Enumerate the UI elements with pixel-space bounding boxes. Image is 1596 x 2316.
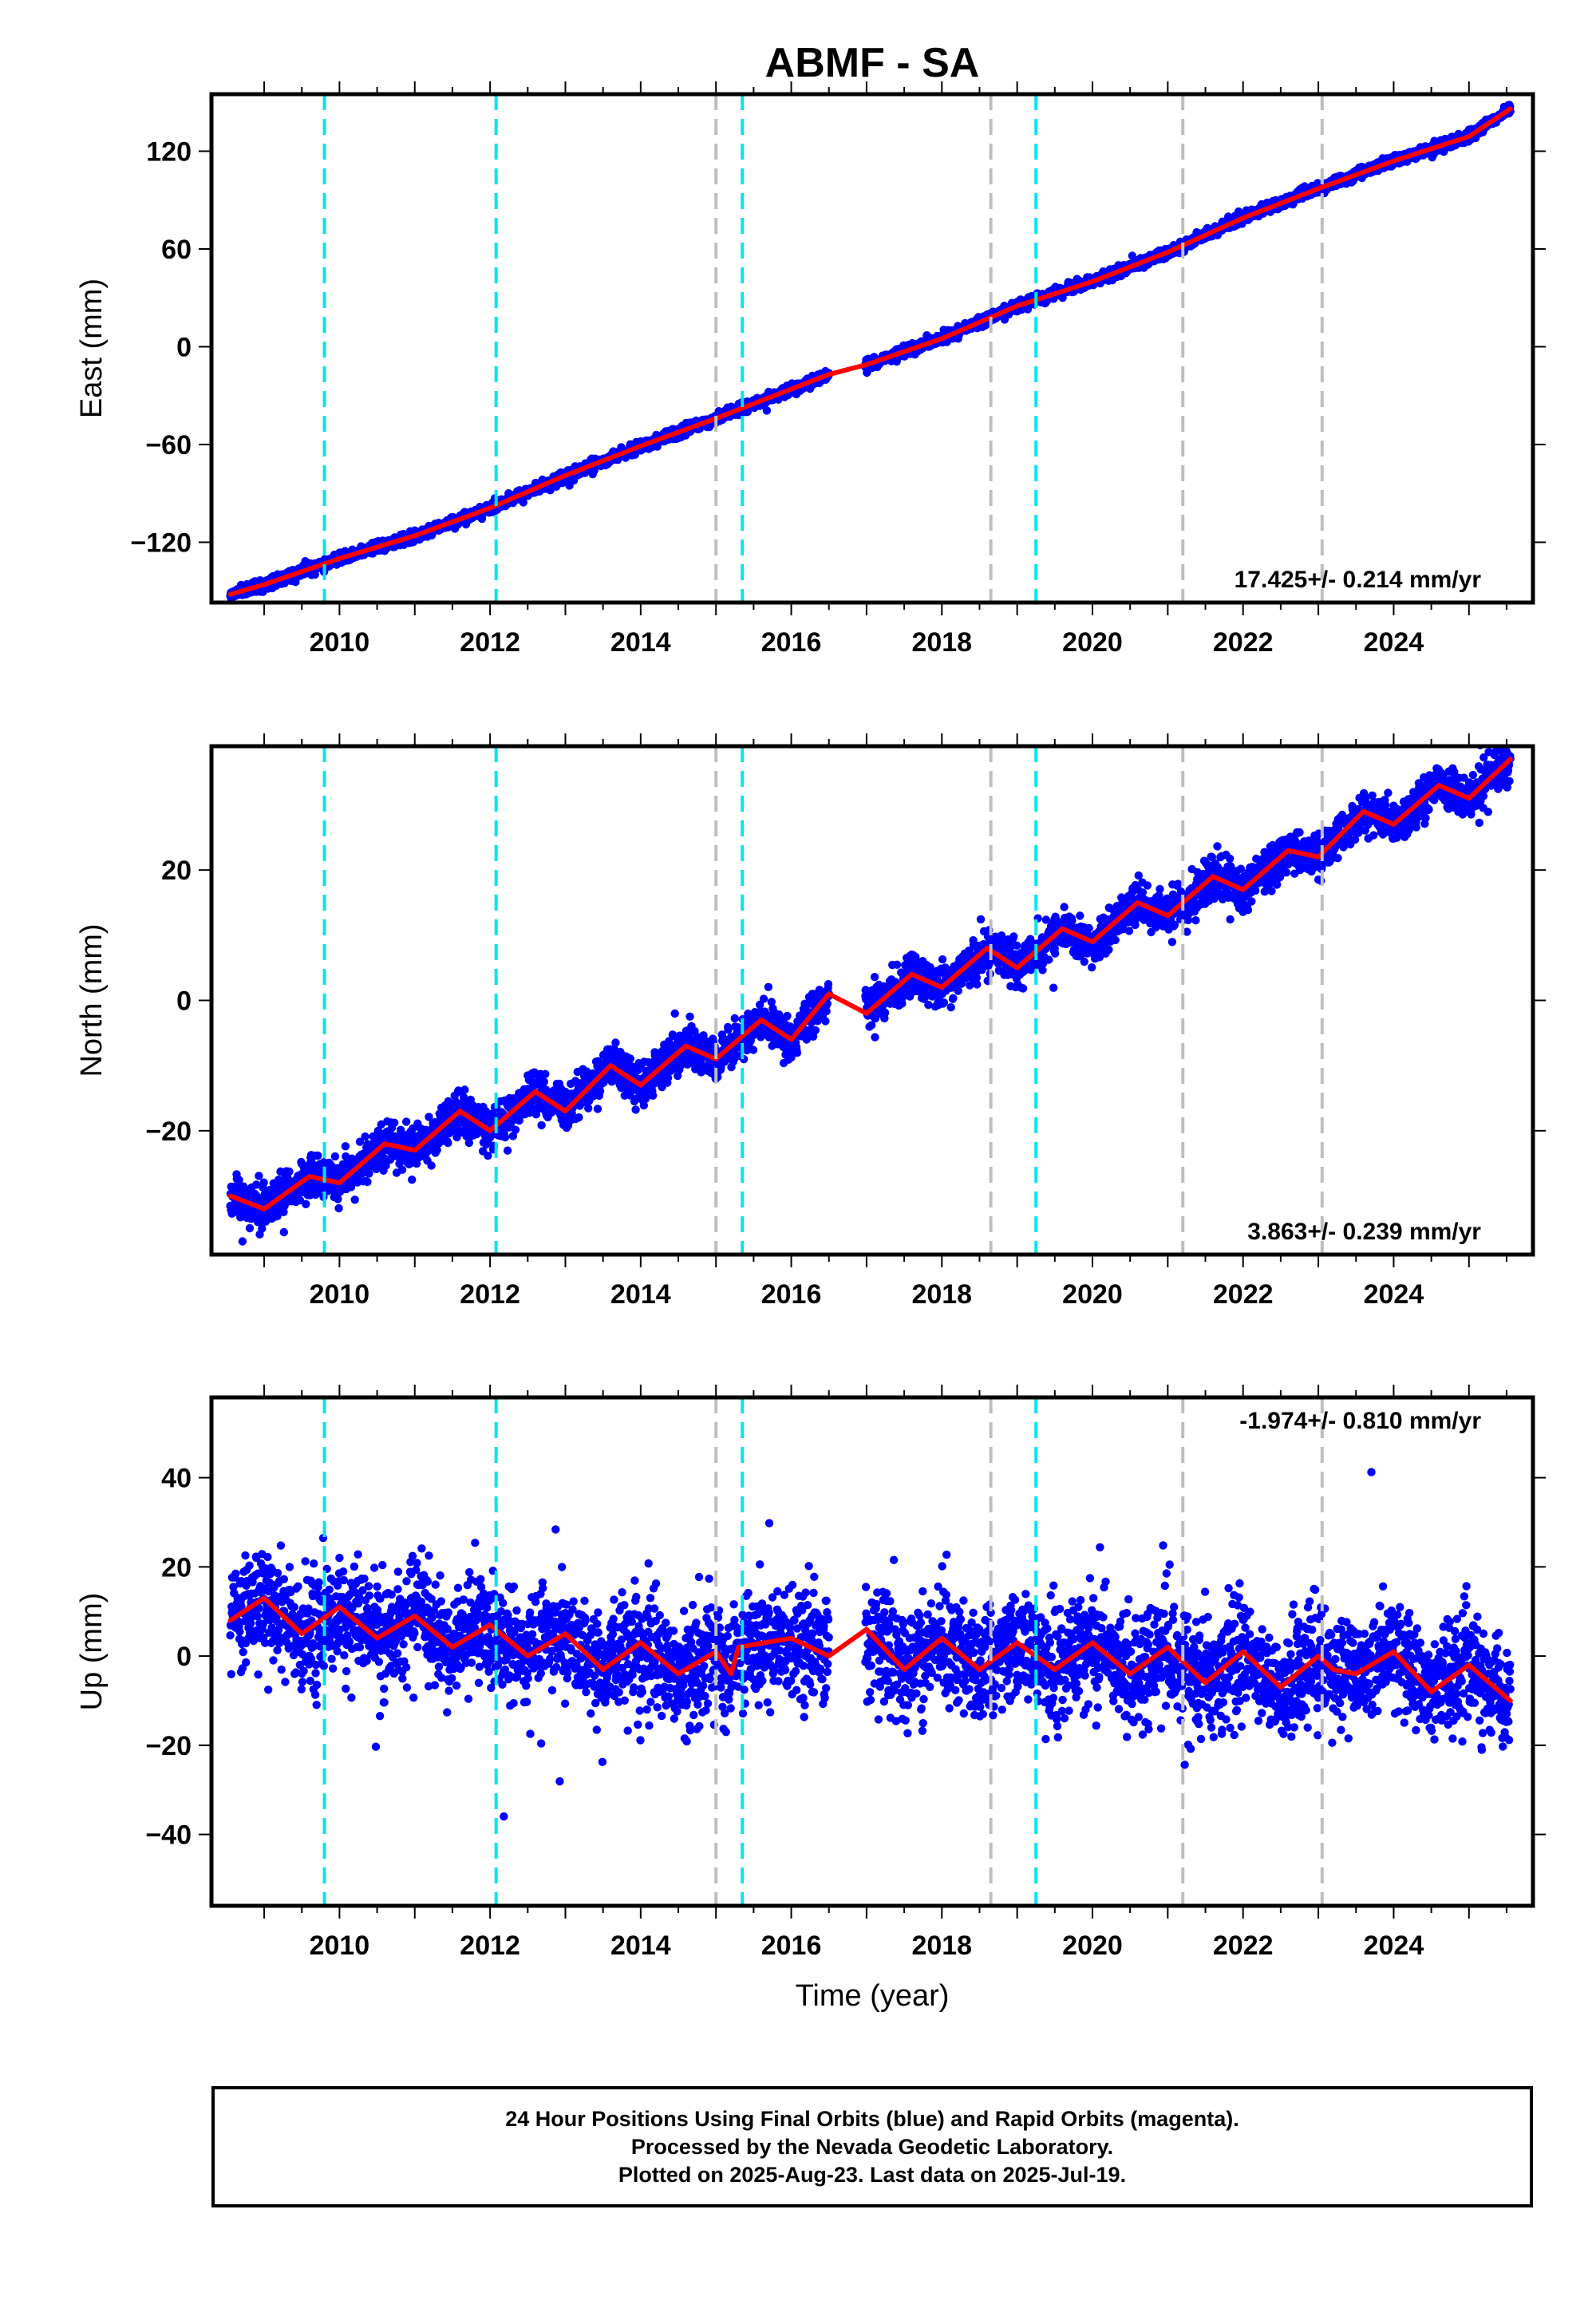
y-tick-label: −60 — [145, 430, 192, 460]
data-point — [255, 1172, 263, 1180]
plot-area — [226, 746, 1515, 1255]
data-point — [341, 1142, 350, 1151]
data-point — [459, 1093, 468, 1102]
data-point — [762, 406, 772, 415]
data-point — [259, 1178, 268, 1187]
data-point — [444, 1138, 452, 1148]
east-panel: 2010 2012 2014 2016 2018 2020 2022 2024 −120 −60 0… — [75, 81, 1546, 658]
data-point — [334, 1195, 342, 1203]
data-point — [295, 1196, 305, 1205]
data-point — [484, 1151, 492, 1160]
data-point — [452, 1132, 461, 1142]
x-tick-label: 2012 — [460, 627, 520, 658]
y-tick-label: 60 — [161, 235, 192, 265]
plot-frame — [209, 92, 1535, 605]
data-point — [302, 1199, 310, 1209]
data-point — [314, 1151, 322, 1160]
data-point — [412, 1159, 421, 1168]
x-tick-label: 2010 — [310, 627, 370, 658]
data-point — [334, 1203, 343, 1213]
figure-title: ABMF - SA — [765, 40, 980, 86]
y-ticks — [199, 150, 1546, 543]
y-tick-label: −120 — [130, 528, 192, 558]
data-point — [488, 1109, 497, 1118]
x-tick-label: 2022 — [1213, 627, 1274, 658]
x-ticks — [263, 81, 1507, 615]
data-point — [381, 1161, 390, 1170]
data-point — [390, 1118, 399, 1128]
x-tick-label: 2016 — [761, 627, 822, 658]
data-point — [361, 1132, 369, 1141]
data-point — [460, 1085, 469, 1094]
north-panel: 2010 2012 2014 2016 2018 2020 2022 2024−20020No… — [75, 733, 1546, 1310]
data-point — [408, 1176, 417, 1184]
data-point — [397, 1165, 407, 1174]
y-tick-label: 120 — [146, 136, 192, 167]
data-point — [427, 1161, 436, 1170]
data-point — [500, 1132, 510, 1142]
data-point — [402, 1117, 411, 1126]
data-point — [235, 1176, 243, 1184]
x-tick-label: 2020 — [1062, 627, 1123, 658]
x-tick-label: 2024 — [1364, 627, 1424, 658]
data-point — [285, 1167, 294, 1176]
model-fit-line — [227, 106, 1513, 597]
rate-annotation: 17.425+/- 0.214 mm/yr — [1235, 567, 1482, 593]
data-point — [433, 1145, 441, 1155]
data-point — [258, 1224, 267, 1233]
data-point — [503, 1146, 512, 1155]
data-point — [363, 1177, 372, 1187]
data-point — [279, 1207, 288, 1217]
data-point — [279, 1227, 288, 1237]
y-axis-label: East (mm) — [75, 279, 109, 418]
data-point — [519, 498, 527, 507]
x-tick-label: 2014 — [610, 627, 671, 658]
data-point — [238, 1237, 247, 1246]
data-point — [425, 1113, 433, 1121]
data-point — [350, 1196, 359, 1204]
y-tick-label: 0 — [176, 332, 192, 362]
plot-area — [226, 94, 1515, 603]
data-point — [464, 1138, 473, 1148]
data-point — [355, 1137, 365, 1146]
data-point — [365, 1169, 373, 1178]
data-point — [273, 1211, 282, 1221]
data-point — [511, 1125, 520, 1134]
data-point — [252, 1180, 261, 1189]
x-tick-label: 2018 — [911, 627, 972, 658]
data-point — [245, 1223, 255, 1233]
data-point — [330, 1152, 340, 1161]
